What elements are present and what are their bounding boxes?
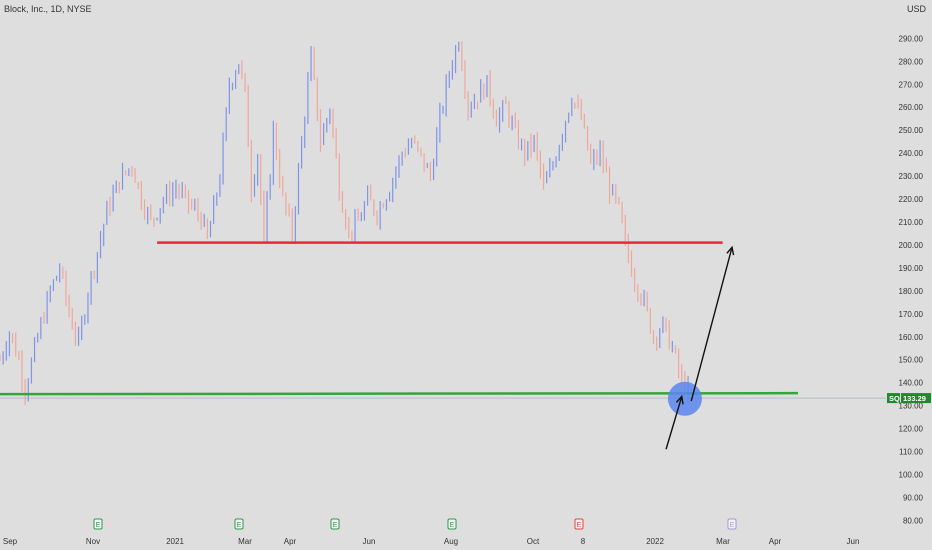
y-tick-label: 220.00	[899, 195, 924, 204]
x-tick-label: Mar	[238, 537, 252, 546]
earnings-marker-label: E	[237, 522, 242, 529]
y-tick-label: 100.00	[899, 471, 924, 480]
x-tick-label: 8	[581, 537, 586, 546]
earnings-marker-label: E	[333, 522, 338, 529]
earnings-marker[interactable]: E	[330, 518, 340, 530]
annotation-lines	[0, 241, 886, 450]
earnings-marker-label: E	[96, 522, 101, 529]
y-tick-label: 120.00	[899, 425, 924, 434]
chart-title: Block, Inc., 1D, NYSE	[4, 4, 92, 14]
y-tick-label: 140.00	[899, 379, 924, 388]
arrow-up-main-head	[726, 245, 735, 256]
y-tick-label: 150.00	[899, 356, 924, 365]
earnings-marker-box	[727, 518, 737, 530]
earnings-marker-label: E	[577, 522, 582, 529]
symbol-badge-bg	[887, 393, 900, 404]
x-tick-label: 2021	[166, 537, 184, 546]
y-tick-label: 280.00	[899, 57, 924, 66]
earnings-marker[interactable]: E	[93, 518, 103, 530]
x-tick-label: Jun	[363, 537, 376, 546]
y-tick-label: 80.00	[903, 516, 924, 525]
x-tick-label: Apr	[284, 537, 297, 546]
y-tick-label: 210.00	[899, 218, 924, 227]
earnings-marker[interactable]: E	[574, 518, 584, 530]
earnings-marker-label: E	[730, 522, 735, 529]
x-tick-label: Jun	[847, 537, 860, 546]
current-price-badge: 133.29	[903, 394, 926, 403]
y-tick-label: 170.00	[899, 310, 924, 319]
x-axis: Sep Nov 2021 Mar Apr Jun Aug Oct 8 2022 Mar Apr Jun	[3, 537, 860, 546]
x-tick-label: Aug	[444, 537, 458, 546]
arrow-up-main[interactable]	[690, 247, 733, 402]
support-line[interactable]	[0, 391, 799, 396]
earnings-marker[interactable]: E	[727, 518, 737, 530]
y-tick-label: 200.00	[899, 241, 924, 250]
y-tick-label: 270.00	[899, 80, 924, 89]
earnings-marker-box	[330, 518, 340, 530]
price-bars	[0, 41, 689, 406]
earnings-marker-label: E	[450, 522, 455, 529]
earnings-marker[interactable]: E	[447, 518, 457, 530]
x-tick-label: Sep	[3, 537, 18, 546]
x-tick-label: Mar	[716, 537, 730, 546]
y-tick-label: 260.00	[899, 103, 924, 112]
price-badge: SQ 133.29	[887, 393, 931, 404]
y-tick-label: 180.00	[899, 287, 924, 296]
arrow-up-small-head	[675, 394, 684, 405]
x-tick-label: Oct	[527, 537, 540, 546]
x-tick-label: Nov	[86, 537, 100, 546]
symbol-badge: SQ	[889, 394, 900, 403]
y-tick-label: 230.00	[899, 172, 924, 181]
earnings-marker-box	[234, 518, 244, 530]
earnings-marker-box	[93, 518, 103, 530]
y-axis: 290.00 280.00 270.00 260.00 250.00 240.00 230.…	[899, 34, 924, 525]
y-tick-label: 190.00	[899, 264, 924, 273]
highlight-circle[interactable]	[667, 381, 702, 416]
earnings-marker-box	[447, 518, 457, 530]
price-badge-bg	[901, 393, 931, 404]
y-tick-label: 160.00	[899, 333, 924, 342]
y-tick-label: 290.00	[899, 34, 924, 43]
currency-label: USD	[907, 4, 927, 14]
arrow-up-small[interactable]	[665, 396, 683, 450]
y-tick-label: 250.00	[899, 126, 924, 135]
y-tick-label: 90.00	[903, 493, 924, 502]
y-tick-label: 240.00	[899, 149, 924, 158]
x-tick-label: 2022	[646, 537, 664, 546]
earnings-marker-box	[574, 518, 584, 530]
y-tick-label: 130.00	[899, 402, 924, 411]
y-tick-label: 110.00	[899, 448, 923, 457]
x-tick-label: Apr	[769, 537, 782, 546]
earnings-marker[interactable]: E	[234, 518, 244, 530]
